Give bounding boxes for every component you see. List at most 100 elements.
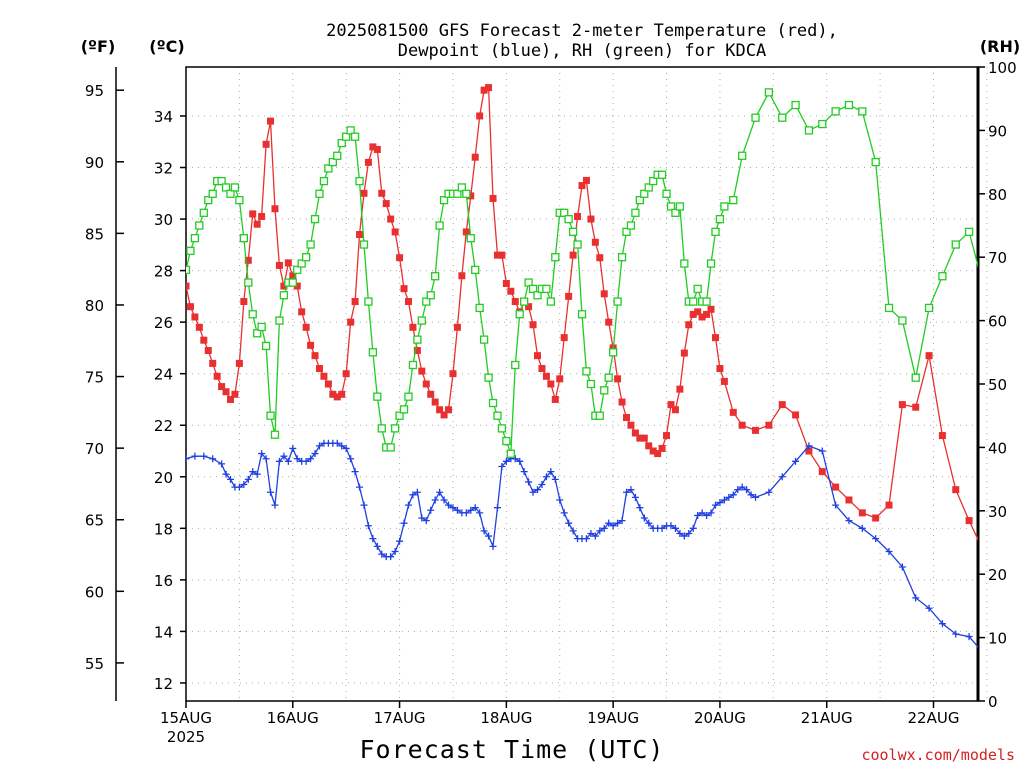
rh-point xyxy=(279,291,289,300)
rh-point xyxy=(270,430,280,439)
dewpoint-point xyxy=(218,460,226,468)
rh-point xyxy=(729,195,738,205)
temperature-point xyxy=(680,349,688,357)
fahrenheit-tick-label: 75 xyxy=(85,369,104,387)
rh-point xyxy=(466,234,475,243)
dewpoint-point xyxy=(244,475,252,483)
temperature-point xyxy=(703,310,711,318)
rh-tick-label: 80 xyxy=(988,186,1007,204)
rh-point xyxy=(208,189,217,198)
dewpoint-point xyxy=(235,483,243,491)
dewpoint-point xyxy=(262,455,270,463)
temperature-point xyxy=(249,210,257,218)
temperature-point xyxy=(912,403,920,411)
dewpoint-point xyxy=(431,496,439,504)
rh-point xyxy=(644,183,653,192)
temperature-point xyxy=(324,380,332,388)
rh-tick-label: 20 xyxy=(988,566,1007,584)
rh-point xyxy=(484,373,493,382)
dewpoint-point xyxy=(832,501,840,509)
temperature-point xyxy=(738,421,746,429)
fahrenheit-tick-label: 95 xyxy=(85,82,104,100)
axes xyxy=(115,66,980,702)
rh-point xyxy=(568,227,578,236)
rh-point xyxy=(386,443,395,452)
rh-point xyxy=(364,297,373,306)
dewpoint-point xyxy=(747,491,755,499)
rh-point xyxy=(924,303,934,313)
rh-point xyxy=(355,176,364,186)
rh-point xyxy=(319,176,329,186)
rh-point xyxy=(368,348,378,357)
dewpoint-point xyxy=(587,529,595,537)
dewpoint-point xyxy=(413,488,421,496)
rh-point xyxy=(221,183,231,192)
temperature-point xyxy=(507,287,515,295)
temperature-point xyxy=(529,321,537,329)
temperature-point xyxy=(872,514,880,522)
rh-point xyxy=(715,215,725,224)
rh-point xyxy=(257,322,266,332)
temperature-point xyxy=(195,323,203,331)
x-tick-label: 16AUG xyxy=(267,709,319,727)
temperature-point xyxy=(267,117,275,125)
rh-point xyxy=(711,227,720,236)
rh-point xyxy=(564,215,573,224)
rh-point xyxy=(671,208,680,217)
temperature-point xyxy=(618,398,626,406)
temperature-point xyxy=(400,285,408,293)
rh-point xyxy=(399,405,409,414)
rh-point xyxy=(395,411,404,420)
temperature-point xyxy=(551,395,559,403)
rh-point xyxy=(431,272,440,281)
rh-point xyxy=(528,284,538,294)
temperature-point xyxy=(898,401,906,409)
rh-point xyxy=(666,202,676,211)
temperature-point xyxy=(280,282,288,290)
temperature-point xyxy=(289,272,297,280)
temperature-point xyxy=(818,468,826,476)
temperature-point xyxy=(685,321,693,329)
dewpoint-point xyxy=(778,473,786,481)
temperature-point xyxy=(396,254,404,262)
rh-point xyxy=(462,189,471,198)
fahrenheit-tick-label: 65 xyxy=(85,512,104,530)
dewpoint-point xyxy=(898,563,906,571)
dewpoint-point xyxy=(551,475,559,483)
temperature-point xyxy=(307,341,315,349)
rh-point xyxy=(720,202,729,211)
rh-point xyxy=(417,316,426,325)
dewpoint-point xyxy=(818,447,826,455)
temperature-point xyxy=(560,334,568,342)
rh-point xyxy=(342,132,351,141)
dewpoint-point xyxy=(404,501,412,509)
dewpoint-point xyxy=(258,450,266,458)
rh-point xyxy=(964,227,974,236)
dewpoint-point xyxy=(912,594,920,602)
temperature-point xyxy=(360,189,368,197)
rh-tick-label: 100 xyxy=(988,59,1017,77)
temperature-point xyxy=(605,318,613,326)
dewpoint-point xyxy=(373,542,381,550)
x-tick-label: 17AUG xyxy=(374,709,426,727)
temperature-point xyxy=(542,372,550,380)
rh-point xyxy=(657,170,667,179)
celsius-tick-label: 22 xyxy=(154,417,173,435)
temperature-point xyxy=(240,298,248,306)
dewpoint-point xyxy=(364,522,372,530)
rh-point xyxy=(738,151,747,160)
dewpoint-point xyxy=(609,522,617,530)
temperature-point xyxy=(342,370,350,378)
dewpoint-point xyxy=(547,468,555,476)
dewpoint-point xyxy=(271,501,279,509)
temperature-point xyxy=(885,501,893,509)
temperature-point xyxy=(458,272,466,280)
dewpoint-point xyxy=(516,457,524,465)
temperature-point xyxy=(453,323,461,331)
dewpoint-point xyxy=(605,519,613,527)
dewpoint-point xyxy=(307,455,315,463)
rh-point xyxy=(439,195,449,205)
fahrenheit-tick-label: 80 xyxy=(85,297,104,315)
temperature-point xyxy=(658,444,666,452)
temperature-point xyxy=(765,421,773,429)
